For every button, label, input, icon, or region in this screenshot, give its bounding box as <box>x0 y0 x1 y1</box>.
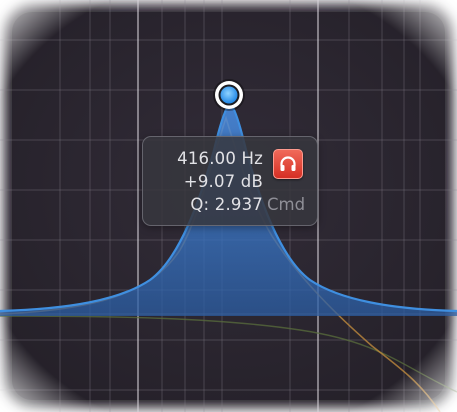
modifier-hint: Cmd <box>267 195 305 215</box>
solo-button[interactable] <box>273 149 303 179</box>
gain-readout: +9.07 dB <box>143 172 263 192</box>
frequency-readout: 416.00 Hz <box>143 149 263 169</box>
headphones-icon <box>278 154 298 174</box>
band-tooltip: 416.00 Hz +9.07 dB Q: 2.937 Cmd <box>142 136 318 226</box>
q-readout: Q: 2.937 <box>143 195 263 215</box>
